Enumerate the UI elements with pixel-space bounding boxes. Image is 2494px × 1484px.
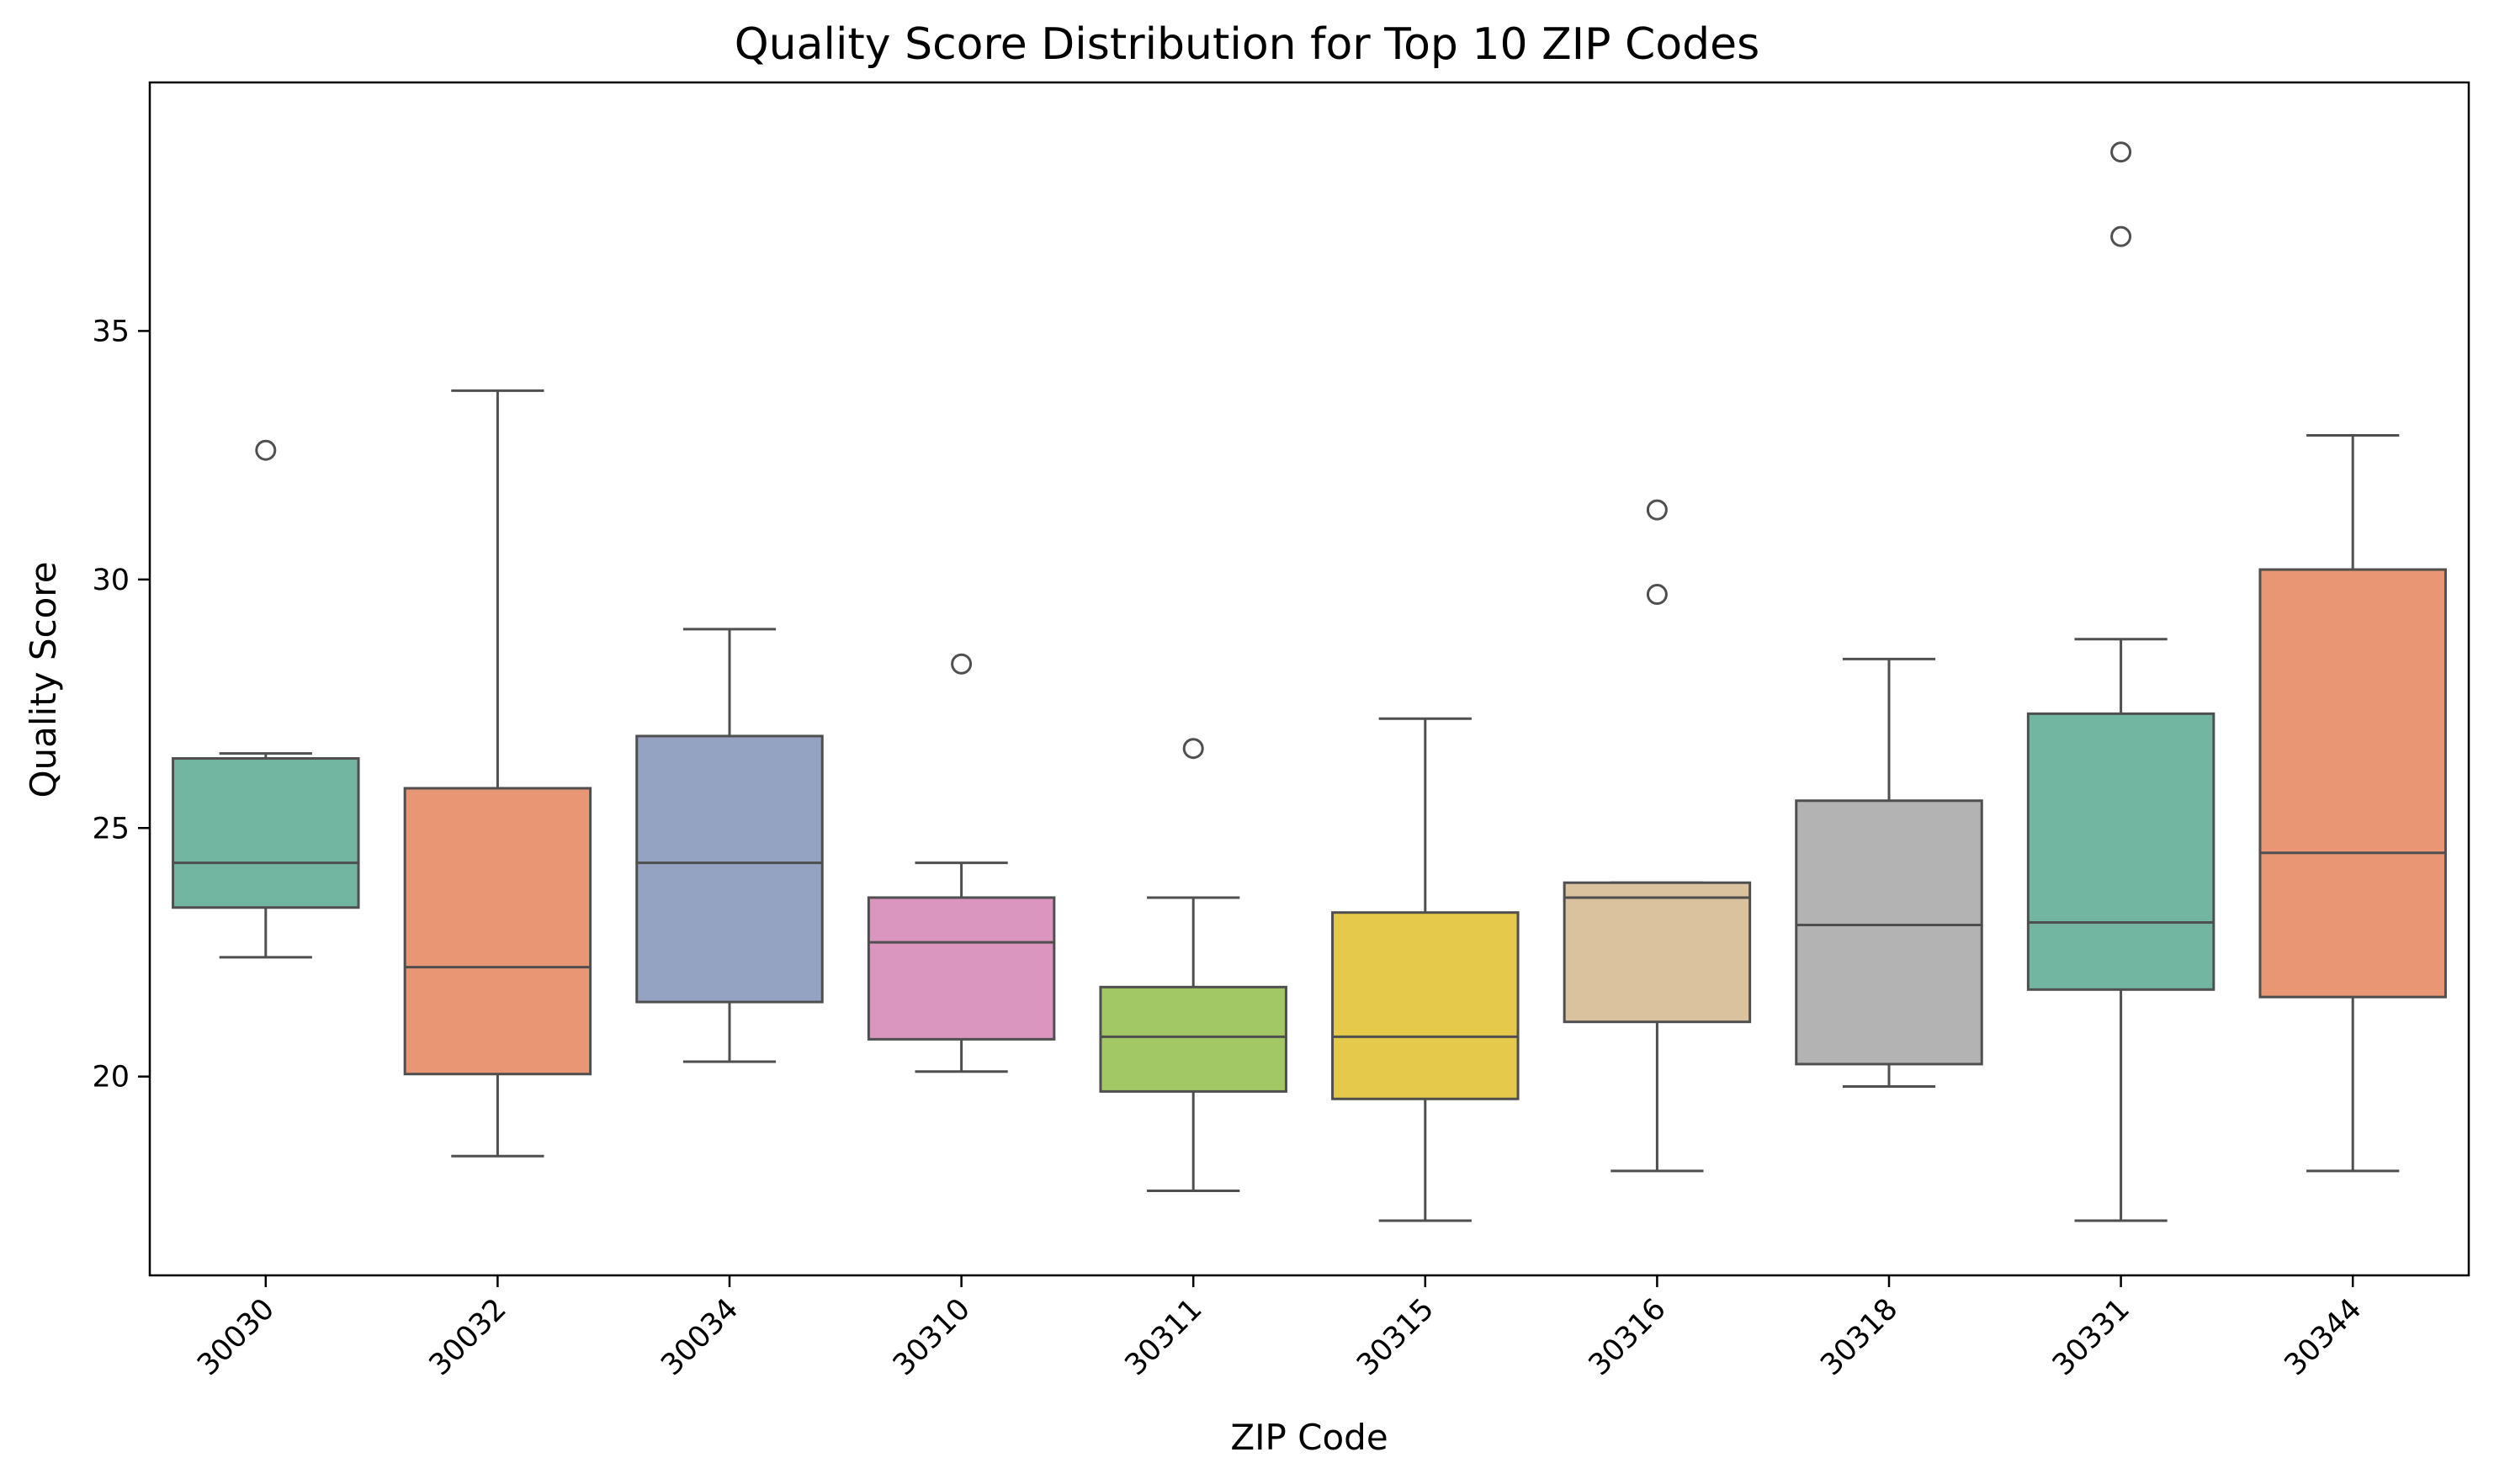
box-iqr (2258, 568, 2447, 999)
y-tick-label: 20 (92, 1061, 130, 1094)
y-tick-label: 35 (92, 315, 130, 348)
box-iqr (867, 896, 1056, 1041)
box-group-30030 (172, 439, 360, 959)
box-group-30331 (2026, 141, 2215, 1222)
plot-area (172, 141, 2447, 1222)
outlier-point (2110, 225, 2132, 247)
box-iqr (403, 787, 592, 1076)
y-axis-label: Quality Score (23, 561, 64, 798)
outlier-point (255, 439, 277, 461)
outlier-point (1646, 584, 1668, 606)
box-iqr (635, 734, 824, 1004)
box-iqr (1563, 881, 1752, 1024)
y-tick-label: 25 (92, 812, 130, 845)
box-group-30311 (1099, 738, 1287, 1193)
box-iqr (1795, 799, 1983, 1066)
chart-title: Quality Score Distribution for Top 10 ZI… (735, 19, 1759, 70)
outlier-point (1646, 499, 1668, 521)
box-iqr (1331, 911, 1520, 1100)
plot-frame (148, 81, 2470, 1277)
box-group-30315 (1331, 717, 1520, 1222)
box-group-30310 (867, 653, 1056, 1073)
y-axis: 20 25 30 35 (92, 315, 150, 1094)
box-group-30034 (635, 628, 824, 1063)
box-group-30032 (403, 389, 592, 1158)
box-iqr (172, 757, 360, 909)
box-group-30318 (1795, 657, 1983, 1088)
x-axis-label: ZIP Code (1230, 1417, 1388, 1458)
box-iqr (1099, 985, 1287, 1093)
box-group-30344 (2258, 433, 2447, 1173)
outlier-point (2110, 141, 2132, 163)
outlier-point (1182, 738, 1204, 760)
outlier-point (951, 653, 973, 675)
y-tick-label: 30 (92, 564, 130, 597)
box-iqr (2026, 712, 2215, 991)
box-group-30316 (1563, 499, 1752, 1173)
